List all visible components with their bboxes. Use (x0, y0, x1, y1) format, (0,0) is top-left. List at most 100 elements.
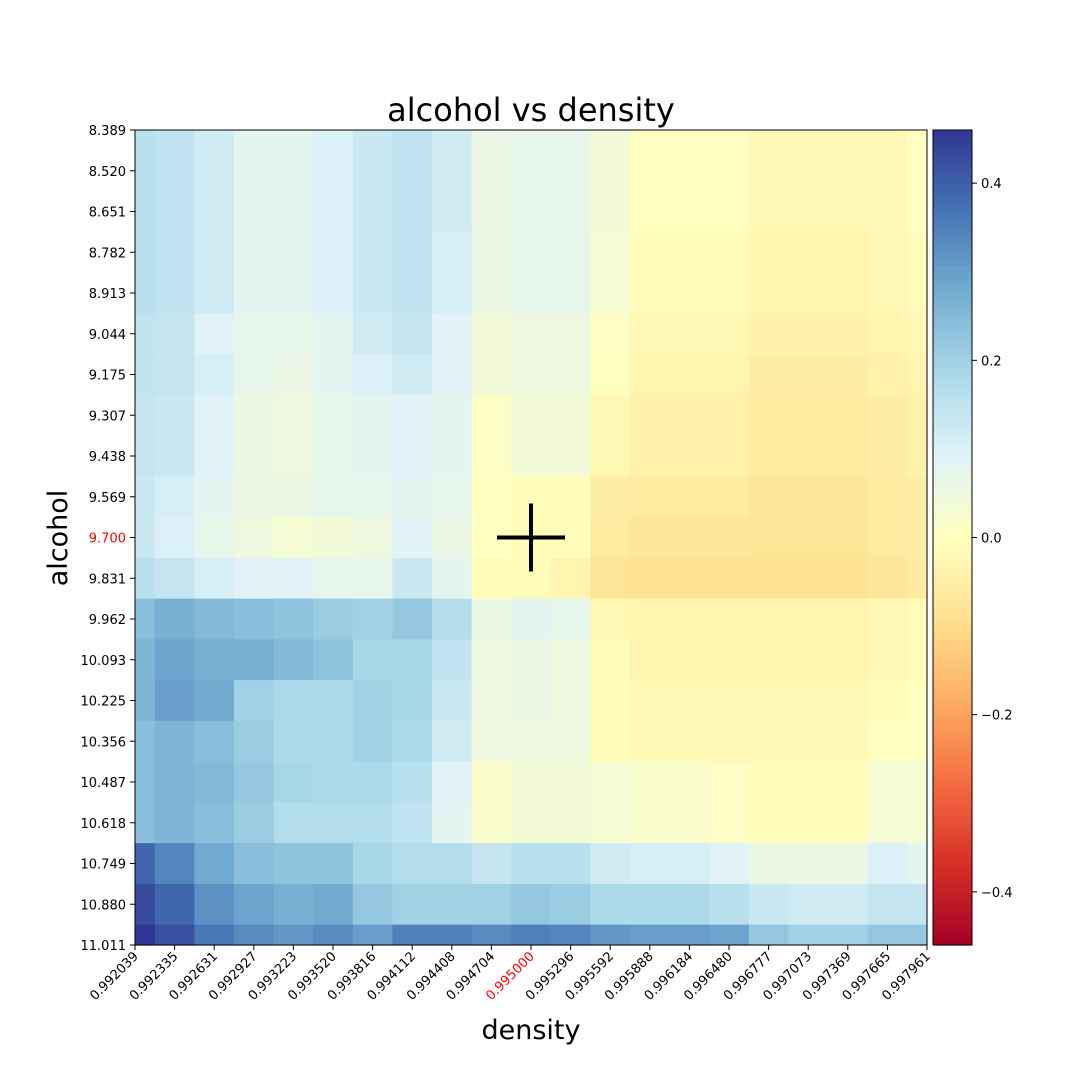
colorbar-segment (933, 523, 972, 532)
colorbar-segment (933, 877, 972, 885)
colorbar-segment (933, 619, 972, 627)
heatmap-cell (273, 313, 314, 355)
heatmap-cell (828, 720, 869, 763)
heatmap-cell (590, 843, 631, 885)
heatmap-cell (392, 680, 433, 722)
colorbar-tick-label: 0.4 (981, 177, 1002, 192)
heatmap-cell (550, 883, 591, 926)
heatmap-cell (788, 435, 829, 477)
heatmap-cell (550, 761, 591, 803)
heatmap-cell (788, 272, 829, 314)
heatmap-cell (630, 313, 671, 355)
colorbar-segment (933, 163, 972, 172)
heatmap-cell (432, 639, 473, 681)
heatmap-cell (511, 313, 552, 355)
colorbar-segment (933, 408, 972, 416)
colorbar-segment (933, 469, 972, 477)
heatmap-cell (154, 598, 195, 640)
colorbar-segment (933, 496, 972, 505)
heatmap-cell (234, 924, 275, 946)
heatmap-cell (867, 435, 908, 477)
heatmap-cell (392, 720, 433, 763)
colorbar-segment (933, 503, 972, 511)
y-axis-label: alcohol (43, 490, 74, 587)
heatmap-cell (590, 354, 631, 396)
colorbar-segment (933, 775, 972, 783)
colorbar-segment (933, 802, 972, 810)
heatmap-cell (135, 231, 156, 274)
heatmap-cell (630, 680, 671, 722)
heatmap-cell (471, 883, 512, 926)
heatmap-cell (273, 598, 314, 640)
heatmap-cell (234, 761, 275, 803)
colorbar-segment (933, 231, 972, 240)
heatmap-cell (907, 231, 928, 274)
heatmap-cell (313, 313, 354, 355)
heatmap-cell (154, 272, 195, 314)
heatmap-cell (234, 680, 275, 722)
colorbar-segment (933, 822, 972, 831)
heatmap-cell (432, 517, 473, 559)
colorbar-segment (933, 272, 972, 281)
heatmap-cell (234, 843, 275, 885)
heatmap-cell (630, 191, 671, 233)
heatmap-cell (788, 680, 829, 722)
heatmap-cell (867, 150, 908, 192)
colorbar-tick-label: −0.2 (981, 709, 1013, 724)
heatmap-cell (194, 435, 235, 477)
heatmap-cell (273, 843, 314, 885)
heatmap-cell (154, 924, 195, 946)
heatmap-cell (550, 435, 591, 477)
heatmap-cell (432, 598, 473, 640)
heatmap-cell (669, 517, 710, 559)
colorbar-segment (933, 666, 972, 674)
heatmap-cell (748, 598, 789, 640)
heatmap-cell (828, 924, 869, 946)
colorbar-segment (933, 795, 972, 803)
heatmap-cell (867, 130, 908, 151)
heatmap-cell (471, 720, 512, 763)
heatmap-cell (748, 313, 789, 355)
heatmap-cell (352, 191, 393, 233)
colorbar-segment (933, 238, 972, 247)
heatmap-cell (234, 130, 275, 151)
heatmap-cell (630, 883, 671, 926)
heatmap-cell (907, 435, 928, 477)
heatmap-cell (550, 231, 591, 274)
heatmap-cell (392, 150, 433, 192)
colorbar-segment (933, 564, 972, 573)
heatmap-cell (352, 435, 393, 477)
heatmap-cell (748, 130, 789, 151)
heatmap-cell (273, 761, 314, 803)
colorbar-segment (933, 686, 972, 695)
heatmap-cell (669, 272, 710, 314)
heatmap-cell (352, 720, 393, 763)
heatmap-cell (511, 761, 552, 803)
heatmap-cell (828, 883, 869, 926)
heatmap-cell (194, 130, 235, 151)
heatmap-cell (907, 557, 928, 600)
heatmap-cell (669, 843, 710, 885)
colorbar-segment (933, 809, 972, 817)
heatmap-cell (471, 802, 512, 844)
heatmap-cell (154, 720, 195, 763)
heatmap-cell (511, 883, 552, 926)
heatmap-cell (709, 598, 750, 640)
heatmap-cell (788, 843, 829, 885)
heatmap-cell (669, 476, 710, 518)
heatmap-cell (709, 191, 750, 233)
heatmap-cell (828, 639, 869, 681)
heatmap-cell (630, 557, 671, 600)
colorbar-segment (933, 646, 972, 654)
heatmap-cell (273, 272, 314, 314)
heatmap-cell (788, 639, 829, 681)
heatmap-cell (511, 150, 552, 192)
heatmap-cell (392, 435, 433, 477)
heatmap-cell (828, 761, 869, 803)
heatmap-cell (550, 191, 591, 233)
heatmap-cell (432, 802, 473, 844)
colorbar-segment (933, 931, 972, 939)
heatmap-cell (313, 191, 354, 233)
heatmap-cell (867, 883, 908, 926)
heatmap-cell (135, 883, 156, 926)
